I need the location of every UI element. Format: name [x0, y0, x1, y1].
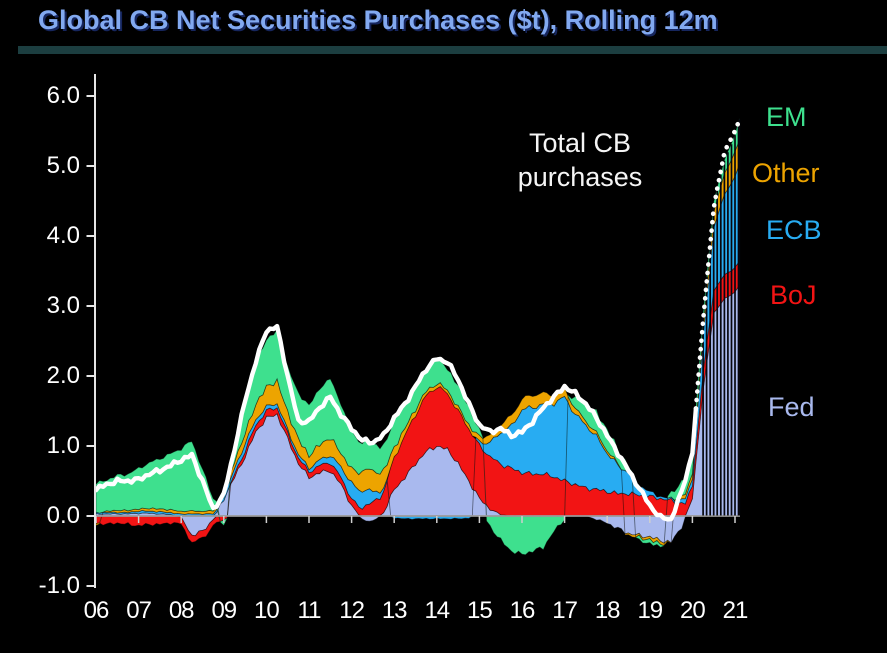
y-axis-ticks	[86, 95, 95, 587]
total-line-solid	[94, 323, 699, 522]
spike-bar-stripes	[702, 119, 741, 516]
total-line-dotted	[693, 118, 742, 411]
total-line-group	[94, 118, 742, 522]
x-axis-ticks	[95, 516, 736, 523]
